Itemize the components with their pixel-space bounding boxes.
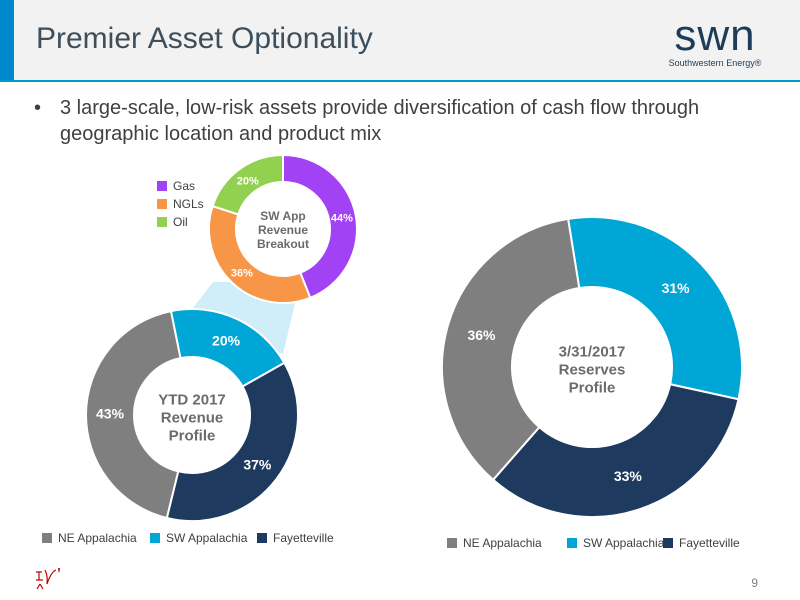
title-accent-bar [0, 0, 14, 80]
chart-center-title-line: Revenue [258, 223, 308, 237]
signature-mark [36, 568, 60, 590]
legend-item-ngls: NGLs [157, 197, 204, 211]
legend-item-gas: Gas [157, 179, 195, 193]
legend-label-gas: Gas [173, 179, 196, 193]
bullet-text: 3 large-scale, low-risk assets provide d… [60, 97, 700, 145]
data-label-oil: 20% [237, 175, 259, 187]
legend-label-sw-appalachia: SW Appalachia [166, 531, 248, 545]
data-label-ngls: 36% [231, 268, 253, 280]
data-label-sw-appalachia: 31% [662, 280, 691, 296]
data-label-fayetteville: 33% [614, 468, 643, 484]
title-divider [0, 80, 800, 82]
slice-ngls [208, 204, 312, 304]
legend-swatch-sw-appalachia [567, 538, 577, 548]
chart-center-title-line: YTD 2017 [158, 391, 226, 408]
legend-swatch-sw-appalachia [150, 533, 160, 543]
legend-item-ne-appalachia: NE Appalachia [447, 536, 542, 550]
legend-item-fayetteville: Fayetteville [257, 531, 334, 545]
chart-center-title-line: 3/31/2017 [559, 343, 626, 360]
legend-label-fayetteville: Fayetteville [679, 536, 740, 550]
legend-swatch-gas [157, 181, 167, 191]
legend-label-ngls: NGLs [173, 197, 204, 211]
legend-label-sw-appalachia: SW Appalachia [583, 536, 665, 550]
slice-gas [282, 153, 358, 300]
legend-label-fayetteville: Fayetteville [273, 531, 334, 545]
slice-ne-appalachia [441, 217, 581, 482]
legend-swatch-fayetteville [663, 538, 673, 548]
slice-ne-appalachia [85, 309, 182, 520]
chart-center-title-line: SW App [260, 209, 306, 223]
chart-center-title-line: Profile [569, 379, 616, 396]
company-logo: swn Southwestern Energy® [650, 12, 780, 72]
chart-center-title-line: Reserves [559, 361, 626, 378]
legend-item-sw-appalachia: SW Appalachia [150, 531, 247, 545]
data-label-ne-appalachia: 36% [467, 327, 496, 343]
legend-label-oil: Oil [173, 215, 188, 229]
data-label-fayetteville: 37% [243, 456, 272, 472]
legend-swatch-ngls [157, 199, 167, 209]
legend-item-sw-appalachia: SW Appalachia [567, 536, 664, 550]
data-label-ne-appalachia: 43% [96, 405, 125, 421]
data-label-sw-appalachia: 20% [212, 332, 241, 348]
slice-fayetteville [491, 383, 740, 518]
legend-item-oil: Oil [157, 215, 188, 229]
slice-sw-appalachia [566, 216, 743, 401]
legend-swatch-ne-appalachia [447, 538, 457, 548]
legend-label-ne-appalachia: NE Appalachia [58, 531, 137, 545]
title-band [14, 0, 800, 80]
legend-item-fayetteville: Fayetteville [663, 536, 740, 550]
legend-swatch-ne-appalachia [42, 533, 52, 543]
slice-oil [211, 153, 284, 216]
chart-center-title-line: Profile [169, 427, 216, 444]
slice-fayetteville [165, 361, 299, 522]
page-number: 9 [751, 576, 758, 590]
page-title: Premier Asset Optionality [36, 22, 373, 55]
bullet-dot: • [34, 97, 42, 119]
legend-item-ne-appalachia: NE Appalachia [42, 531, 137, 545]
legend-label-ne-appalachia: NE Appalachia [463, 536, 542, 550]
legend-swatch-fayetteville [257, 533, 267, 543]
data-label-gas: 44% [331, 213, 353, 225]
chart-center-title-line: Revenue [161, 409, 224, 426]
title-bar: Premier Asset Optionality swn Southweste… [0, 0, 800, 80]
logo-tagline: Southwestern Energy® [668, 58, 762, 68]
chart-center-title-line: Breakout [257, 237, 309, 251]
legend-swatch-oil [157, 217, 167, 227]
logo-wordmark: swn [674, 11, 756, 60]
